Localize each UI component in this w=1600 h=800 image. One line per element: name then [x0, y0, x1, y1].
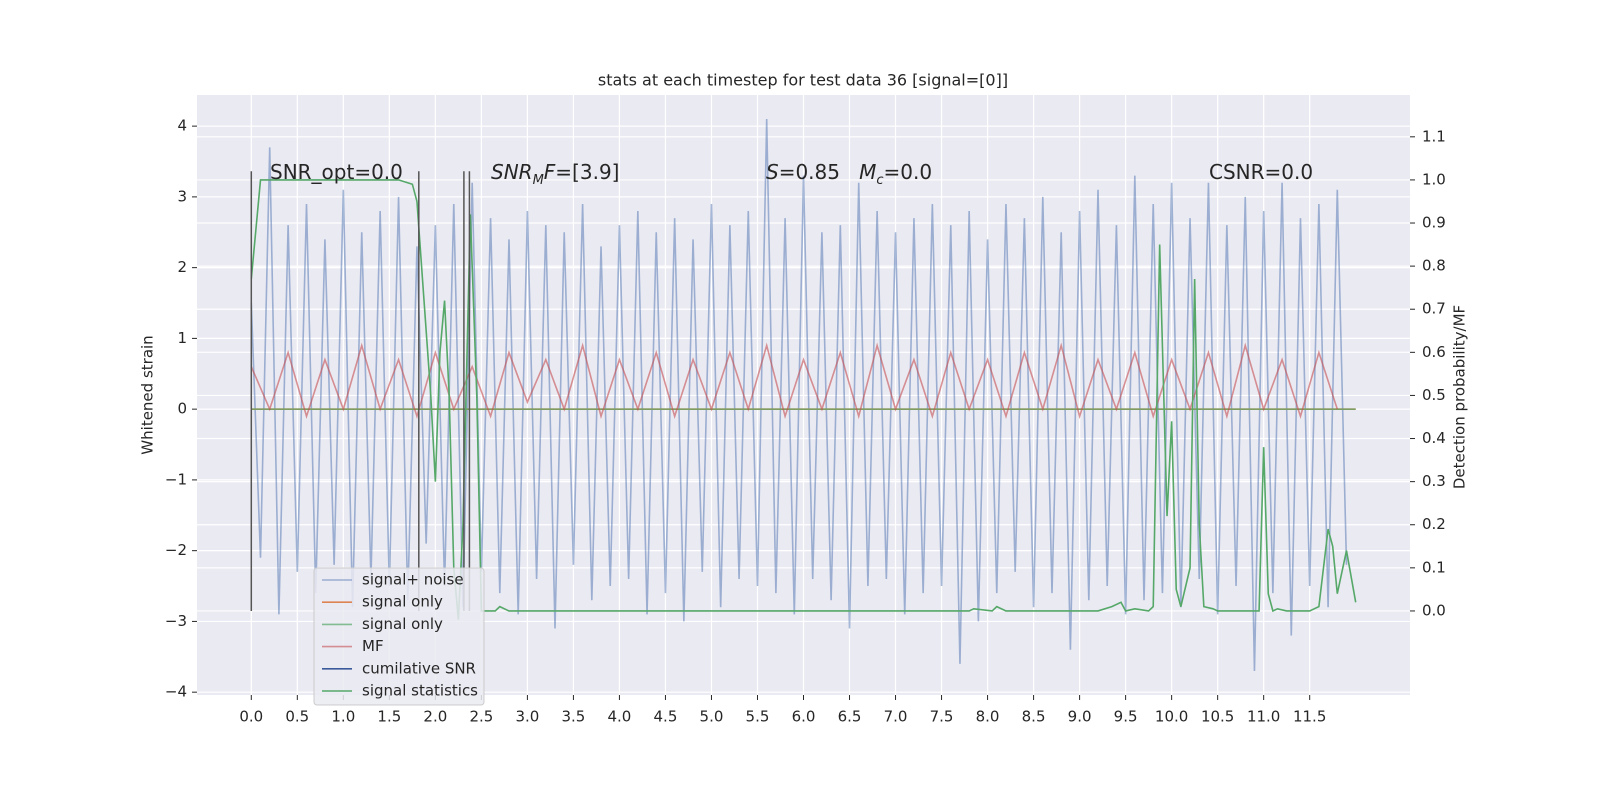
y2-tick-label: 0.0: [1422, 601, 1446, 619]
x-tick-label: 5.5: [746, 708, 770, 726]
x-tick-label: 0.0: [239, 708, 263, 726]
annotation-part: c: [876, 173, 883, 188]
y-tick-label: 1: [177, 329, 187, 347]
y-tick-label: 0: [177, 400, 187, 418]
annotation: S=0.85 Mc=0.0: [766, 160, 932, 189]
y2-axis-label: Detection probability/MF: [1451, 305, 1469, 489]
annotation-part: S: [766, 160, 779, 184]
y-tick-label: −3: [165, 612, 187, 630]
annotation-part: =[3.9]: [555, 160, 619, 184]
y2-tick-label: 1.1: [1422, 127, 1446, 145]
y-tick-label: 3: [177, 187, 187, 205]
marks: [250, 119, 1357, 671]
x-tick-label: 4.0: [608, 708, 632, 726]
legend-label: MF: [362, 637, 384, 655]
annotation: SNR_opt=0.0: [270, 160, 403, 184]
y2-tick-label: 1.0: [1422, 170, 1446, 188]
x-tick-label: 7.0: [884, 708, 908, 726]
x-tick-label: 9.5: [1114, 708, 1138, 726]
x-tick-label: 6.0: [792, 708, 816, 726]
x-tick-label: 0.5: [285, 708, 309, 726]
y2-tick-label: 0.2: [1422, 515, 1446, 533]
annotation-part: M: [533, 173, 544, 188]
x-tick-label: 8.5: [1022, 708, 1046, 726]
annotations: SNR_opt=0.0 SNRMF=[3.9] S=0.85 Mc=0.0 CSNR=…: [270, 160, 1313, 189]
annotation: SNRMF=[3.9]: [491, 160, 619, 189]
x-tick-label: 3.0: [515, 708, 539, 726]
annotation-part: F: [544, 160, 556, 184]
y2-tick-label: 0.7: [1422, 300, 1446, 318]
legend: signal+ noise signal only signal only MF cum…: [313, 567, 485, 706]
series-line: [250, 179, 1357, 620]
y2-tick-label: 0.3: [1422, 472, 1446, 490]
annotation-part: SNR_opt=0.0: [270, 160, 403, 184]
x-tick-label: 9.0: [1068, 708, 1092, 726]
x-tick-label: 8.0: [976, 708, 1000, 726]
x-tick-label: 4.5: [654, 708, 678, 726]
annotation: CSNR=0.0: [1209, 160, 1313, 184]
annotation-part: M: [859, 160, 876, 184]
y-tick-label: −1: [165, 470, 187, 488]
y2-tick-label: 0.5: [1422, 386, 1446, 404]
legend-label: signal only: [362, 615, 443, 633]
legend-label: signal+ noise: [362, 571, 464, 589]
legend-label: cumilative SNR: [362, 659, 476, 677]
y2-tick-label: 0.8: [1422, 257, 1446, 275]
legend-label: signal statistics: [362, 682, 478, 700]
annotation-part: =0.85: [779, 160, 859, 184]
x-tick-label: 6.5: [838, 708, 862, 726]
x-tick-label: 3.5: [561, 708, 585, 726]
series-line: [250, 119, 1348, 671]
x-tick-label: 1.5: [377, 708, 401, 726]
legend-box: [313, 567, 485, 706]
annotation-part: SNR: [491, 160, 533, 184]
y2-tick-label: 0.6: [1422, 343, 1446, 361]
x-tick-label: 7.5: [930, 708, 954, 726]
x-tick-label: 1.0: [331, 708, 355, 726]
x-tick-label: 10.0: [1155, 708, 1188, 726]
annotation-part: =0.0: [884, 160, 933, 184]
legend-label: signal only: [362, 593, 443, 611]
y2-tick-label: 0.9: [1422, 214, 1446, 232]
y2-tick-label: 0.4: [1422, 429, 1446, 447]
x-tick-label: 11.0: [1247, 708, 1280, 726]
y-tick-label: −2: [165, 541, 187, 559]
x-tick-label: 2.5: [469, 708, 493, 726]
y2-tick-label: 0.1: [1422, 558, 1446, 576]
y-tick-label: −4: [165, 683, 187, 701]
x-tick-label: 10.5: [1201, 708, 1234, 726]
x-tick-label: 5.0: [700, 708, 724, 726]
x-tick-label: 11.5: [1293, 708, 1326, 726]
axes: 0.0 0.5 1.0 1.5 2.0 2.5 3.0 3.5 4.0 4.5 5.0 5.5 6.0 6…: [165, 117, 1446, 726]
annotation-part: CSNR=0.0: [1209, 160, 1313, 184]
chart-title: stats at each timestep for test data 36 …: [598, 71, 1008, 90]
x-tick-label: 2.0: [423, 708, 447, 726]
y-tick-label: 2: [177, 258, 187, 276]
y-tick-label: 4: [177, 117, 187, 135]
y-axis-label: Whitened strain: [139, 335, 157, 454]
